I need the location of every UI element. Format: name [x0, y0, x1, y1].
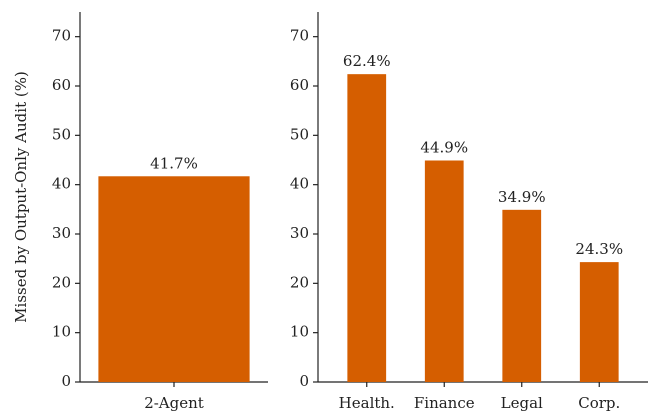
bar [579, 262, 619, 382]
y-tick-label: 0 [61, 372, 71, 390]
value-label: 62.4% [343, 52, 391, 70]
y-tick-label: 10 [52, 323, 71, 341]
x-tick-label: Finance [414, 394, 475, 412]
y-tick-label: 0 [299, 372, 309, 390]
y-axis-label: Missed by Output-Only Audit (%) [12, 71, 30, 323]
y-tick-label: 70 [52, 27, 71, 45]
y-tick-label: 50 [290, 125, 309, 143]
x-tick-label: 2-Agent [144, 394, 204, 412]
y-tick-label: 50 [52, 125, 71, 143]
x-tick-label: Legal [501, 394, 543, 412]
y-tick-label: 40 [290, 175, 309, 193]
y-tick-label: 60 [290, 76, 309, 94]
value-label: 24.3% [575, 240, 623, 258]
y-tick-label: 10 [290, 323, 309, 341]
y-tick-label: 30 [290, 224, 309, 242]
y-tick-label: 20 [52, 273, 71, 291]
y-tick-label: 60 [52, 76, 71, 94]
value-label: 41.7% [150, 154, 198, 172]
value-label: 34.9% [498, 188, 546, 206]
x-tick-label: Corp. [578, 394, 620, 412]
y-tick-label: 40 [52, 175, 71, 193]
y-tick-label: 30 [52, 224, 71, 242]
x-tick-label: Health. [339, 394, 395, 412]
y-tick-label: 20 [290, 273, 309, 291]
bar [502, 209, 542, 382]
y-tick-label: 70 [290, 27, 309, 45]
value-label: 44.9% [420, 138, 468, 156]
bar [424, 160, 464, 382]
bar [347, 74, 387, 382]
bar [98, 176, 250, 382]
